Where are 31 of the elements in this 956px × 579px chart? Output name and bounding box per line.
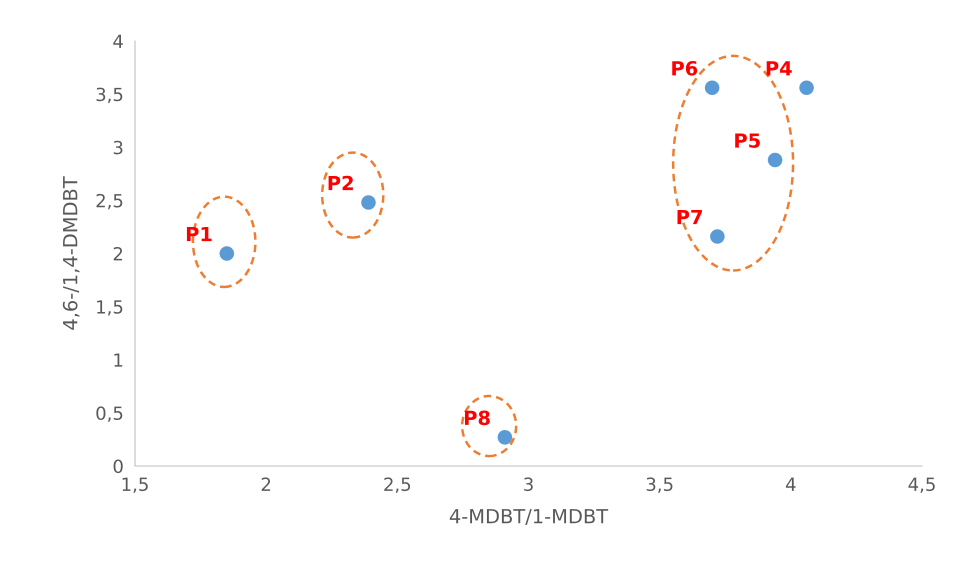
x-tick-label: 2,5 <box>384 477 410 493</box>
x-tick-label: 4,5 <box>908 478 935 493</box>
annotation: P5 <box>735 133 760 148</box>
annotation: P7 <box>677 210 702 224</box>
point <box>361 195 376 210</box>
x-tick-label: 4 <box>786 478 796 491</box>
x-tick-label: 2 <box>262 477 270 491</box>
y-axis-title: 4,6-/1,4-DMDBT <box>62 176 80 330</box>
y-tick-label: 0,5 <box>96 406 122 422</box>
point <box>704 80 720 96</box>
y-tick-label: 2,5 <box>96 194 122 210</box>
annotation: P8 <box>465 410 490 426</box>
x-tick-label: 3 <box>524 477 533 492</box>
y-tick-label: 1,5 <box>97 300 122 316</box>
annotation: P4 <box>766 61 792 76</box>
point <box>768 152 782 168</box>
y-tick-label: 4 <box>113 34 123 48</box>
y-tick-label: 1 <box>114 353 122 367</box>
x-tick-label: 3,5 <box>646 477 672 493</box>
point <box>220 246 234 261</box>
point <box>498 430 512 445</box>
annotation: P6 <box>672 60 698 76</box>
point <box>710 229 725 244</box>
annotation: P1 <box>186 226 212 242</box>
y-tick-label: 2 <box>114 246 122 260</box>
point <box>799 80 814 96</box>
x-axis-title: 4-MDBT/1-MDBT <box>450 509 608 526</box>
y-tick-label: 0 <box>114 459 123 474</box>
annotation: P2 <box>328 176 353 190</box>
y-tick-label: 3 <box>114 140 122 154</box>
y-tick-label: 3,5 <box>96 88 122 104</box>
